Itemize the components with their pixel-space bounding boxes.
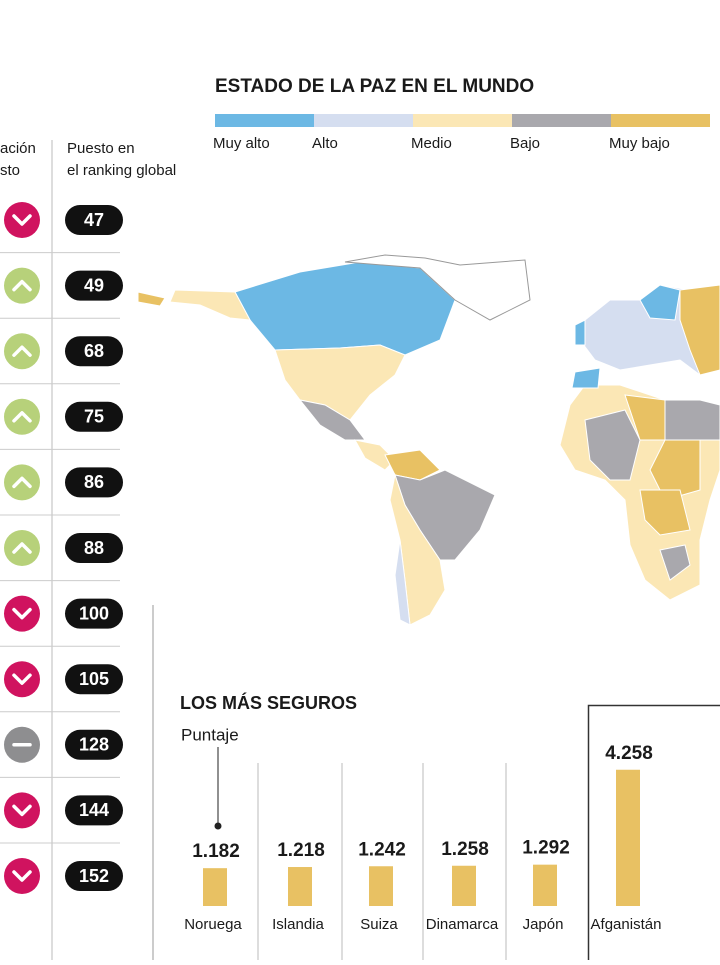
rank-value: 75 (84, 407, 104, 427)
bar-group: 1.182 Noruega 1.218 Islandia 1.242 Suiza 1.258… (184, 743, 661, 960)
trend-icon (4, 792, 40, 828)
bar (533, 865, 557, 906)
rank-value: 152 (79, 866, 109, 886)
rank-value: 128 (79, 735, 109, 755)
bar (203, 868, 227, 906)
category-label: Islandia (272, 916, 324, 933)
rank-value: 47 (84, 210, 104, 230)
trend-icon (4, 464, 40, 500)
rank-value: 49 (84, 275, 104, 295)
category-label: Suiza (360, 916, 398, 933)
legend-label: Medio (411, 135, 452, 152)
map-legend: Muy alto Alto Medio Bajo Muy bajo (213, 114, 710, 152)
world-map (138, 255, 720, 625)
value-label: 1.242 (358, 839, 406, 860)
trend-icon (4, 333, 40, 369)
legend-swatch (314, 114, 413, 127)
legend-label: Muy bajo (609, 135, 670, 152)
value-label: 1.182 (192, 841, 240, 862)
value-label: 1.258 (441, 839, 489, 860)
value-label: 4.258 (605, 743, 653, 764)
category-label: Japón (523, 916, 564, 933)
legend-label: Alto (312, 135, 338, 152)
bar (288, 867, 312, 906)
legend-swatch (512, 114, 611, 127)
rank-value: 68 (84, 341, 104, 361)
map-title: ESTADO DE LA PAZ EN EL MUNDO (215, 76, 534, 97)
category-label: Noruega (184, 916, 242, 933)
trend-icon (4, 268, 40, 304)
column-header: sto (0, 162, 20, 179)
trend-icon (4, 596, 40, 632)
bar (369, 866, 393, 906)
category-label: Dinamarca (426, 916, 499, 933)
legend-label: Muy alto (213, 135, 270, 152)
trend-icon (4, 858, 40, 894)
pointer-dot (215, 823, 222, 830)
value-label: 1.292 (522, 838, 570, 859)
rank-value: 105 (79, 669, 109, 689)
category-label: Afganistán (591, 916, 662, 933)
trend-icon (4, 661, 40, 697)
rank-value: 86 (84, 472, 104, 492)
trend-icon (4, 399, 40, 435)
bar (616, 770, 640, 906)
y-axis-label: Puntaje (181, 725, 239, 744)
rank-value: 100 (79, 603, 109, 623)
trend-icon (4, 202, 40, 238)
value-label: 1.218 (277, 840, 325, 861)
legend-swatch (413, 114, 512, 127)
rank-value: 144 (79, 800, 109, 820)
rank-value: 88 (84, 538, 104, 558)
column-header: el ranking global (67, 162, 176, 179)
chart-title: LOS MÁS SEGUROS (180, 692, 357, 713)
trend-icon (4, 530, 40, 566)
legend-swatch (215, 114, 314, 127)
column-header: Puesto en (67, 140, 135, 157)
legend-label: Bajo (510, 135, 540, 152)
bar (452, 866, 476, 906)
legend-swatch (611, 114, 710, 127)
column-header: ación (0, 140, 36, 157)
